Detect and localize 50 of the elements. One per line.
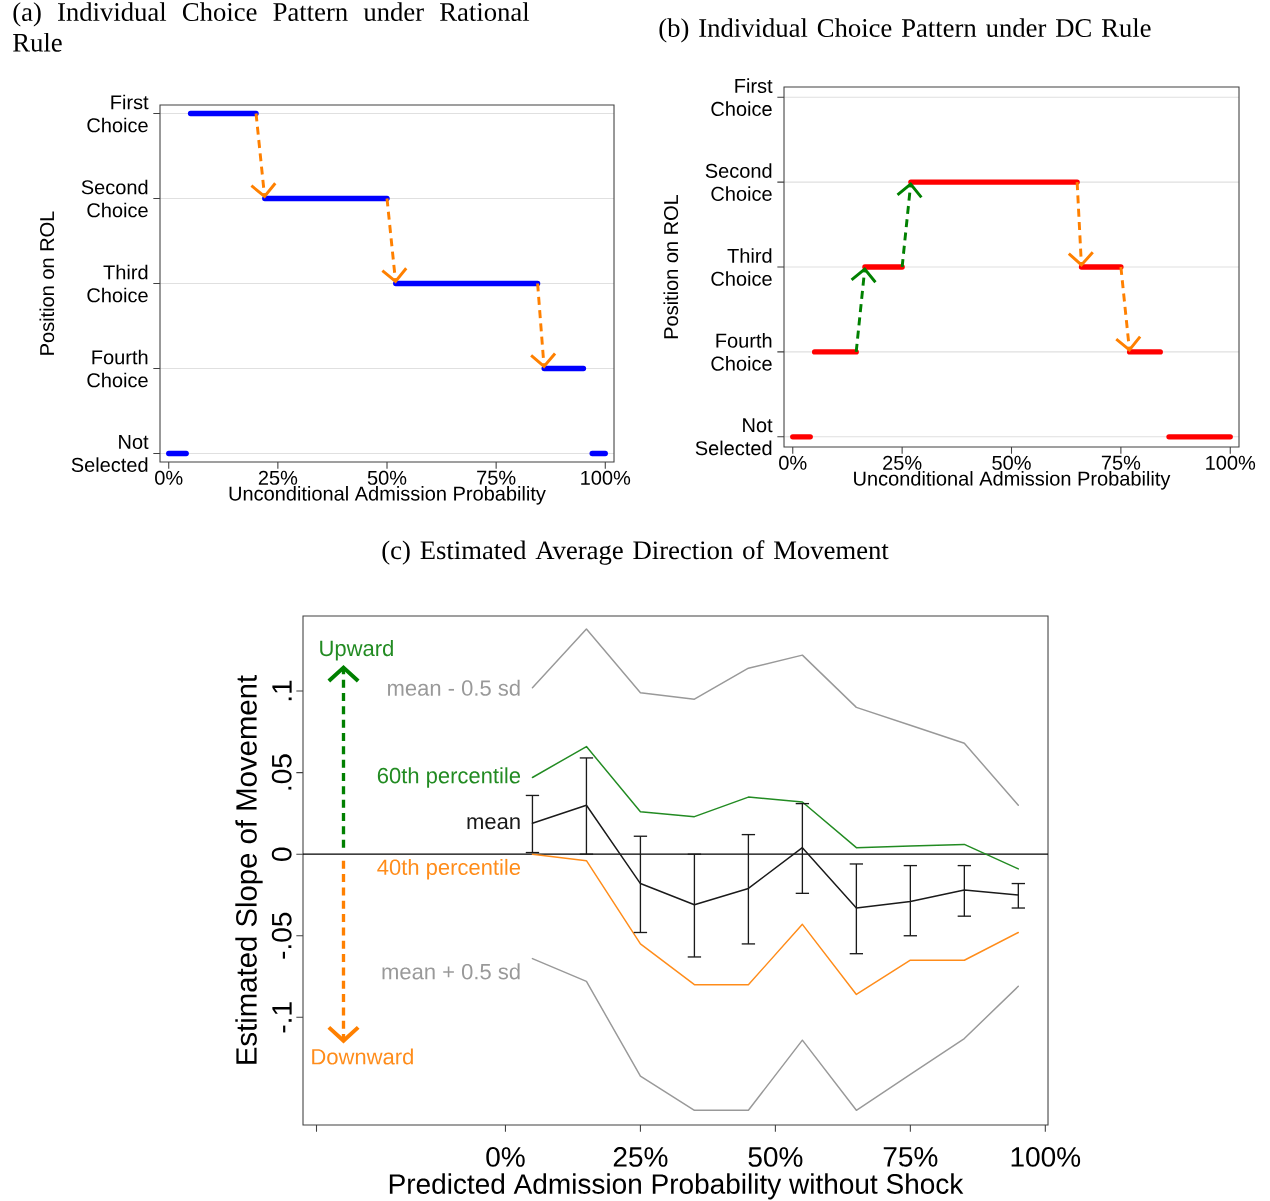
x-axis-title: Unconditional Admission Probability [229,486,546,505]
x-axis-title: Unconditional Admission Probability [854,471,1171,490]
x-tick-label: 50% [992,455,1031,470]
x-tick-label: 50% [367,470,407,485]
x-tick-label: 50% [748,1147,803,1167]
x-tick-label: 0% [155,470,183,485]
x-tick-label: 25% [613,1147,668,1167]
y-tick-label: Third Choice [87,264,148,303]
x-tick-label: 25% [258,470,298,485]
series-label: mean - 0.5 sd [388,679,520,696]
chart-title: (a) Individual Choice Pattern under Rational Rule [13,2,530,52]
line-series [531,628,1020,806]
x-tick-label: 0% [779,455,807,470]
x-tick-label: 25% [883,455,922,470]
y-axis-title: Position on ROL [39,211,55,355]
y-axis-title: Position on ROL [663,194,679,339]
x-tick-label: 75% [1101,455,1141,470]
y-tick-label: Third Choice [711,248,772,286]
x-axis-title: Predicted Admission Probability without Shock [389,1173,964,1200]
annotation: Downward [312,1048,413,1065]
series-label: 40th percentile [377,858,521,880]
chart-title: (c) Estimated Average Direction of Movement [382,540,889,565]
y-tick-label: .1 [272,680,292,701]
y-tick-label: .05 [271,754,292,790]
line-series [531,853,1020,996]
y-tick-label: First Choice [711,78,773,117]
y-tick-label: Second Choice [705,163,772,201]
annotation: Upward [320,640,393,661]
y-tick-label: Fourth Choice [87,349,148,388]
x-tick-label: 75% [883,1147,938,1167]
series-label: mean [467,817,520,830]
y-tick-label: -.05 [271,912,292,959]
y-tick-label: Not Selected [695,418,773,456]
x-tick-label: 100% [581,470,631,485]
y-tick-label: -.1 [272,1002,292,1033]
series-label: mean + 0.5 sd [382,963,520,980]
chart-title: (b) Individual Choice Pattern under DC Rule [659,18,1151,43]
y-axis-title: Estimated Slope of Movement [235,675,263,1064]
y-tick-label: Not Selected [71,435,149,472]
line-series [531,745,1020,870]
x-tick-label: 100% [1011,1147,1081,1167]
y-tick-label: 0 [271,847,292,861]
x-tick-label: 0% [486,1147,525,1167]
line-series [531,957,1020,1112]
y-tick-label: Fourth Choice [711,333,772,371]
x-tick-label: 75% [477,470,516,485]
x-tick-label: 100% [1206,455,1256,470]
y-tick-label: Second Choice [81,179,148,218]
series-label: 60th percentile [377,767,521,788]
y-tick-label: First Choice [87,94,149,133]
